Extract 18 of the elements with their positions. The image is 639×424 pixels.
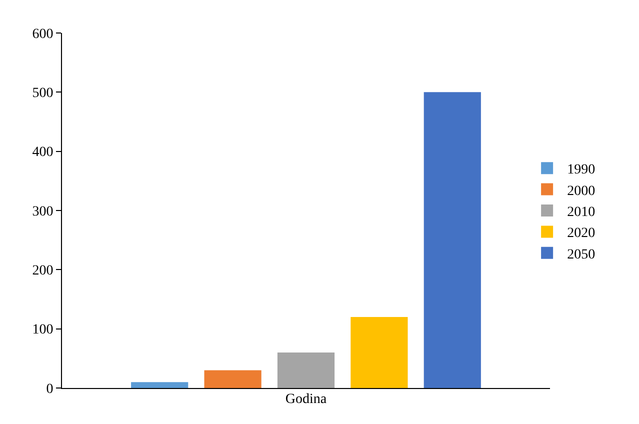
- bar: [204, 370, 262, 388]
- x-axis-title: Godina: [285, 392, 328, 408]
- y-tick-label: 100: [32, 322, 54, 338]
- legend-label: 1990: [567, 162, 596, 178]
- bar: [131, 382, 188, 388]
- y-tick-label: 200: [32, 264, 54, 279]
- legend-label: 2010: [567, 204, 596, 220]
- y-tick-label: 600: [32, 26, 54, 42]
- legend-label: 2020: [567, 226, 596, 242]
- bar: [277, 352, 335, 388]
- y-tick-label: 500: [32, 86, 54, 102]
- legend-label: 2050: [567, 247, 596, 262]
- bar: [424, 92, 481, 388]
- y-tick-label: 400: [32, 145, 54, 160]
- legend-label: 2000: [567, 184, 596, 199]
- y-tick-label: 0: [46, 382, 54, 397]
- y-tick-label: 300: [32, 204, 54, 220]
- bar: [350, 317, 408, 388]
